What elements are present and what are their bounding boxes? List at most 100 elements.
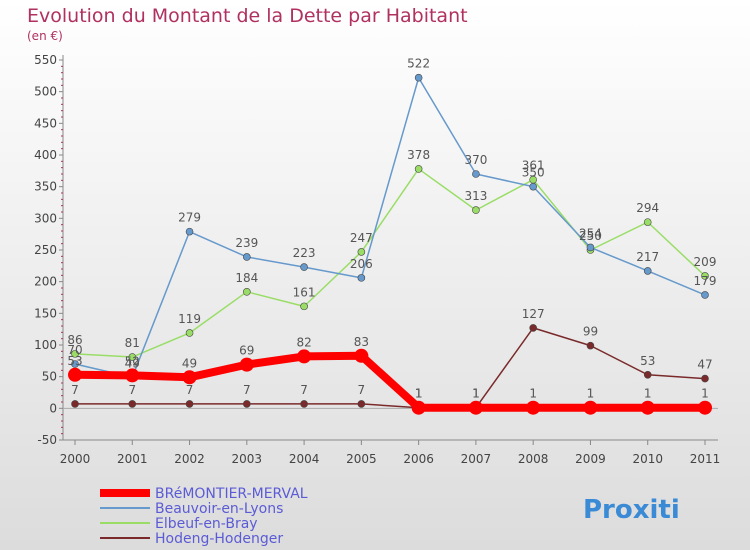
- data-point: [71, 350, 79, 358]
- data-label: 83: [354, 335, 369, 349]
- x-tick-label: 2009: [575, 452, 606, 466]
- legend: BRéMONTIER-MERVALBeauvoir-en-LyonsElbeuf…: [100, 486, 308, 547]
- data-label: 127: [522, 307, 545, 321]
- data-label: 81: [125, 336, 140, 350]
- data-label: 279: [178, 211, 201, 225]
- data-label: 7: [300, 383, 308, 397]
- data-point: [185, 329, 194, 337]
- data-point: [297, 349, 312, 364]
- data-label: 86: [67, 333, 82, 347]
- data-label: 7: [71, 383, 79, 397]
- data-point: [185, 227, 194, 236]
- y-tick-label: 450: [34, 116, 57, 130]
- data-point: [411, 400, 426, 415]
- data-point: [128, 353, 137, 361]
- y-tick-label: 0: [49, 401, 57, 415]
- x-tick-label: 2000: [60, 452, 91, 466]
- y-tick-label: 350: [34, 180, 57, 194]
- data-label: 1: [415, 387, 423, 401]
- data-point: [701, 272, 709, 280]
- data-point: [472, 206, 480, 214]
- data-label: 70: [67, 343, 82, 357]
- series-line-0: [74, 351, 705, 412]
- y-tick-label: 500: [34, 85, 57, 99]
- data-point: [586, 341, 595, 350]
- x-tick-label: 2004: [289, 452, 320, 466]
- data-label: 7: [186, 383, 194, 397]
- y-tick-label: 300: [34, 211, 57, 225]
- x-tick-label: 2003: [232, 452, 263, 466]
- data-point: [698, 400, 712, 415]
- data-point: [357, 248, 366, 256]
- data-label: 161: [293, 285, 316, 299]
- series-layer: [68, 73, 712, 415]
- data-label: 99: [583, 325, 598, 339]
- x-tick-label: 2008: [518, 452, 549, 466]
- data-label: 239: [235, 236, 258, 250]
- data-label: 69: [239, 344, 254, 358]
- data-label: 1: [472, 387, 480, 401]
- data-label: 52: [125, 354, 140, 368]
- x-tick-label: 2006: [403, 452, 434, 466]
- proxiti-logo: Proxiti: [583, 495, 680, 525]
- data-label: 82: [296, 335, 311, 349]
- data-point: [701, 291, 709, 299]
- data-point: [243, 400, 251, 408]
- data-label: 47: [697, 358, 712, 372]
- legend-label: BRéMONTIER-MERVAL: [155, 486, 308, 502]
- data-point: [640, 400, 655, 415]
- legend-label: Hodeng-Hodenger: [155, 531, 283, 547]
- y-tick-label: 50: [42, 370, 57, 384]
- x-tick-label: 2007: [461, 452, 492, 466]
- data-point: [414, 73, 423, 82]
- y-tick-label: 200: [34, 275, 57, 289]
- data-label: 522: [407, 57, 430, 71]
- data-point: [643, 267, 652, 275]
- data-label: 206: [350, 257, 373, 271]
- data-label: 1: [529, 387, 537, 401]
- data-point: [125, 368, 140, 383]
- data-label: 370: [464, 153, 487, 167]
- x-tick-label: 2001: [117, 452, 148, 466]
- data-point: [239, 357, 254, 372]
- legend-label: Beauvoir-en-Lyons: [155, 501, 283, 517]
- data-point: [243, 287, 251, 296]
- data-label: 209: [694, 255, 717, 269]
- y-tick-label: 550: [34, 53, 57, 67]
- data-point: [243, 253, 251, 261]
- data-point: [414, 165, 423, 173]
- data-label: 1: [701, 387, 709, 401]
- data-point: [529, 324, 537, 332]
- chart-title: Evolution du Montant de la Dette par Hab…: [27, 5, 468, 27]
- data-point: [468, 400, 483, 415]
- series-line-1: [74, 76, 706, 379]
- data-point: [357, 400, 366, 408]
- data-label: 1: [644, 387, 652, 401]
- data-label: 7: [128, 383, 136, 397]
- data-label: 361: [522, 159, 545, 173]
- data-point: [583, 400, 598, 415]
- data-label: 223: [293, 246, 316, 260]
- data-point: [472, 170, 480, 178]
- data-label: 7: [358, 383, 366, 397]
- data-label: 1: [415, 387, 423, 401]
- data-label: 217: [636, 250, 659, 264]
- data-point: [529, 182, 537, 191]
- data-point: [300, 302, 308, 311]
- data-label: 378: [407, 148, 430, 162]
- data-point: [643, 370, 652, 379]
- axes: -50 0 50 100 150 200 250 300 350 400 450 500 550 2000…: [34, 53, 720, 466]
- data-point: [701, 374, 709, 383]
- data-label: 184: [235, 271, 258, 285]
- y-tick-label: 250: [34, 243, 57, 257]
- data-label: 53: [640, 354, 655, 368]
- chart-subtitle: (en €): [27, 29, 63, 43]
- data-label: 49: [125, 356, 140, 370]
- data-point: [182, 370, 197, 385]
- data-label: 1: [587, 387, 595, 401]
- x-tick-label: 2005: [346, 452, 377, 466]
- series-line-3: [75, 327, 706, 409]
